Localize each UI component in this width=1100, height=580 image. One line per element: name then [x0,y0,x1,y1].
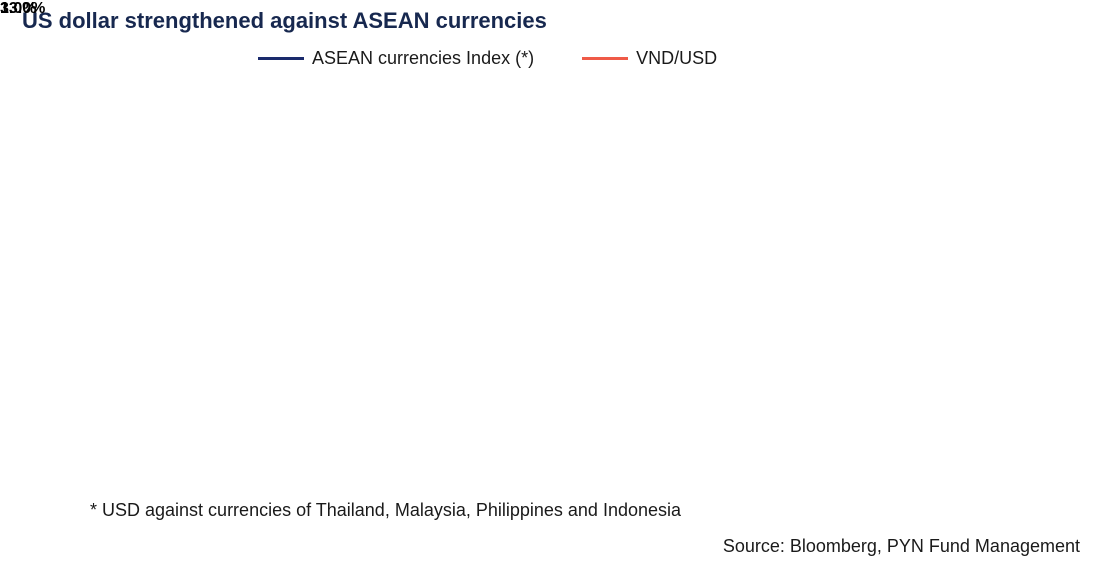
footnote: * USD against currencies of Thailand, Ma… [90,500,681,521]
source-line: Source: Bloomberg, PYN Fund Management [723,536,1080,557]
chart-container: US dollar strengthened against ASEAN cur… [0,0,1100,580]
plot-area: -3%0%3%6%9%12%15%18%21%01/2103/2105/2107… [0,0,1100,580]
end-label-vnd: 3.0% [0,0,36,18]
